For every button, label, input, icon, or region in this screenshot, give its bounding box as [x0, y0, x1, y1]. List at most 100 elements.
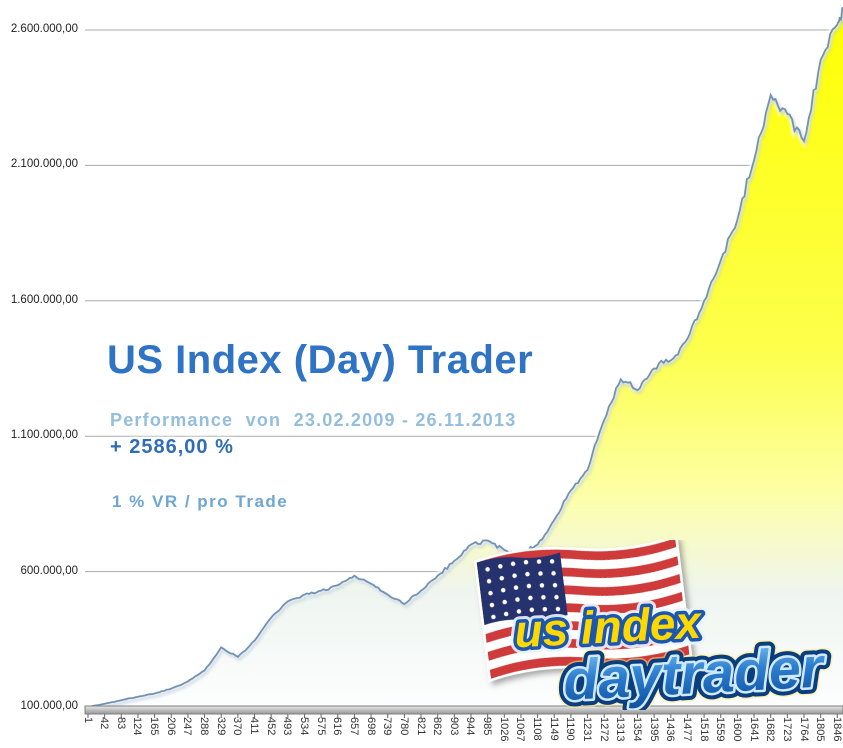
flag-star — [491, 614, 496, 620]
x-axis-label: 821 — [414, 717, 427, 736]
flag-star — [529, 607, 535, 613]
flag-star — [499, 576, 504, 581]
flag-stripe — [479, 565, 680, 599]
flag-stripe — [482, 582, 682, 617]
x-axis-label: 1231 — [581, 717, 594, 742]
flag-star — [513, 585, 519, 590]
equity-line — [87, 6, 843, 708]
x-axis-label: 862 — [431, 717, 444, 736]
x-axis-label: 1559 — [714, 717, 727, 742]
us-flag-icon — [473, 540, 693, 683]
flag-star — [501, 587, 506, 593]
logo-text-daytrader: daytrader — [562, 635, 828, 710]
x-axis-label: 452 — [264, 717, 277, 736]
x-axis-label: 1846 — [830, 717, 843, 742]
y-axis-label: 100.000,00 — [20, 700, 78, 712]
x-axis-label: 575 — [314, 717, 327, 736]
equity-area-fill — [88, 8, 843, 708]
flag-stripe — [489, 645, 690, 679]
flag-star — [516, 609, 522, 614]
flag-star — [523, 560, 529, 565]
x-axis-label: 1641 — [747, 717, 760, 742]
flag-star — [551, 571, 556, 576]
flag-stripe — [483, 591, 683, 626]
flag-stripe — [477, 547, 678, 581]
y-axis-label: 2.100.000,00 — [10, 158, 78, 171]
flag-stripe — [476, 540, 677, 572]
x-axis-label: 1313 — [614, 717, 627, 742]
brand-logo: us index us index daytrader daytrader da… — [473, 540, 835, 710]
x-axis-label: 247 — [181, 717, 194, 736]
x-axis-label: 780 — [397, 717, 410, 736]
flag-star — [552, 583, 558, 588]
x-axis-label: 1518 — [697, 717, 710, 742]
flag-star — [486, 579, 492, 584]
x-axis-label: 1272 — [597, 717, 610, 742]
flag-star — [541, 595, 546, 600]
x-axis-label: 1723 — [780, 717, 793, 742]
flag-star — [512, 573, 517, 578]
x-axis-label: 985 — [481, 717, 494, 736]
x-axis-label: 1395 — [647, 717, 660, 742]
flag-star — [488, 590, 493, 596]
x-axis-label: 493 — [281, 717, 294, 736]
flag-star — [536, 559, 542, 564]
flag-star — [485, 567, 490, 572]
flag-star — [538, 571, 543, 576]
x-axis-label: 1190 — [564, 717, 577, 741]
flag-stripe — [485, 609, 686, 644]
x-axis-label: 288 — [198, 717, 211, 736]
y-axis-label: 1.600.000,00 — [10, 293, 78, 306]
x-axis-label: 739 — [381, 717, 394, 736]
x-axis-label: 370 — [231, 717, 244, 736]
x-axis-tick-marks — [87, 714, 838, 718]
x-axis-label: 42 — [98, 717, 111, 730]
flag-star — [528, 595, 533, 601]
flag-star — [502, 599, 507, 605]
x-axis-label: 944 — [464, 717, 477, 736]
flag-star — [525, 571, 530, 577]
flag-star — [498, 564, 503, 569]
x-axis-label: 124 — [131, 717, 144, 736]
x-axis-label: 1682 — [764, 717, 777, 742]
x-axis-label: 1354 — [630, 717, 643, 742]
logo-text-us-index: us index — [513, 596, 704, 658]
x-axis-label: 616 — [331, 717, 344, 736]
x-axis-label: 1 — [81, 717, 94, 724]
flag-star — [510, 561, 516, 567]
flag-stripe — [486, 618, 687, 652]
x-axis-bar — [84, 705, 843, 715]
x-axis-label: 1764 — [797, 717, 810, 742]
x-axis-label: 1149 — [547, 717, 560, 741]
x-axis-label: 1600 — [730, 717, 743, 742]
y-axis-label: 600.000,00 — [20, 564, 78, 577]
x-axis-label: 1108 — [531, 717, 544, 741]
x-axis-label: 1026 — [497, 717, 510, 742]
x-axis-label: 83 — [114, 717, 127, 730]
flag-star — [503, 611, 509, 617]
flag-canton — [476, 552, 568, 626]
y-axis-label: 1.100.000,00 — [10, 429, 78, 442]
x-axis-label: 657 — [347, 717, 360, 736]
x-axis-label: 1805 — [814, 717, 827, 742]
flag-star — [555, 606, 561, 612]
x-axis-label: 411 — [248, 717, 260, 735]
flag-star — [515, 597, 520, 602]
x-axis-label: 206 — [164, 717, 177, 736]
x-axis-label: 1477 — [680, 717, 693, 742]
x-axis-label: 534 — [297, 717, 310, 736]
flag-star — [489, 602, 495, 608]
x-axis-label: 1067 — [514, 717, 527, 742]
flag-stripe — [488, 636, 689, 670]
flag-star — [526, 583, 532, 589]
flag-stripe — [484, 600, 684, 635]
x-axis-label: 329 — [214, 717, 227, 736]
x-axis-label: 698 — [364, 717, 377, 736]
flag-star — [542, 606, 548, 612]
flag-stripe — [478, 556, 679, 590]
x-axis-label: 1436 — [664, 717, 677, 742]
flag-star — [549, 559, 555, 564]
x-axis-label: 165 — [148, 717, 161, 736]
